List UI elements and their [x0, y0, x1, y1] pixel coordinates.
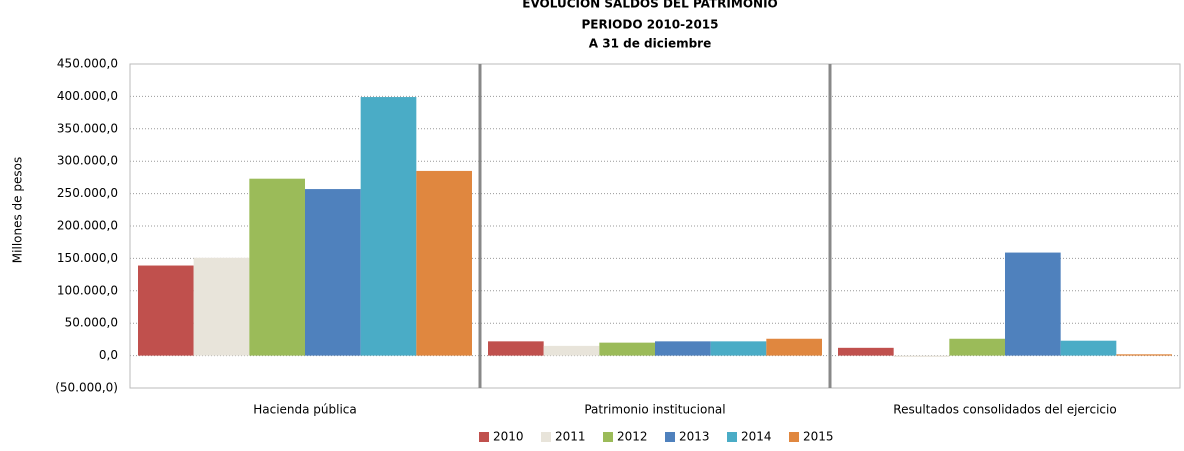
bar — [305, 189, 361, 356]
legend-swatch — [603, 432, 613, 442]
x-tick-label: Patrimonio institucional — [584, 403, 725, 417]
legend-label: 2012 — [617, 430, 648, 444]
legend-swatch — [479, 432, 489, 442]
y-tick-label: (50.000,0) — [55, 381, 118, 395]
x-tick-label: Hacienda pública — [253, 403, 357, 417]
bar — [655, 341, 711, 356]
bar — [1060, 340, 1117, 356]
bar — [599, 342, 655, 356]
chart-title: EVOLUCIÓN SALDOS DEL PATRIMONIO — [522, 0, 777, 11]
bar — [249, 178, 305, 356]
y-tick-label: 200.000,0 — [57, 219, 118, 233]
bar — [543, 345, 600, 356]
bar — [710, 341, 767, 356]
bar — [949, 338, 1005, 356]
plot-border — [129, 63, 1181, 389]
legend-label: 2013 — [679, 430, 710, 444]
y-tick-label: 0,0 — [99, 348, 118, 362]
y-tick-label: 50.000,0 — [65, 316, 118, 330]
bar — [416, 170, 472, 356]
chart-subtitle: PERIODO 2010-2015 — [581, 18, 718, 32]
bar — [1116, 354, 1172, 356]
y-axis-label: Millones de pesos — [11, 157, 25, 263]
bar — [893, 355, 950, 357]
legend-label: 2010 — [493, 430, 524, 444]
bar — [193, 257, 250, 356]
chart-subtitle: A 31 de diciembre — [589, 37, 711, 51]
legend-label: 2015 — [803, 430, 834, 444]
bar — [488, 341, 544, 356]
legend-label: 2014 — [741, 430, 772, 444]
y-tick-label: 150.000,0 — [57, 251, 118, 265]
y-tick-label: 100.000,0 — [57, 283, 118, 297]
y-tick-label: 450.000,0 — [57, 57, 118, 71]
legend-swatch — [541, 432, 551, 442]
legend-swatch — [789, 432, 799, 442]
bar — [766, 338, 822, 356]
x-tick-label: Resultados consolidados del ejercicio — [893, 403, 1116, 417]
legend-swatch — [727, 432, 737, 442]
legend-label: 2011 — [555, 430, 586, 444]
bar — [138, 265, 194, 356]
legend-swatch — [665, 432, 675, 442]
bar — [838, 347, 894, 356]
y-tick-label: 350.000,0 — [57, 121, 118, 135]
bar — [1005, 252, 1061, 356]
y-tick-label: 300.000,0 — [57, 154, 118, 168]
bar — [360, 97, 417, 356]
y-tick-label: 400.000,0 — [57, 89, 118, 103]
y-tick-label: 250.000,0 — [57, 186, 118, 200]
